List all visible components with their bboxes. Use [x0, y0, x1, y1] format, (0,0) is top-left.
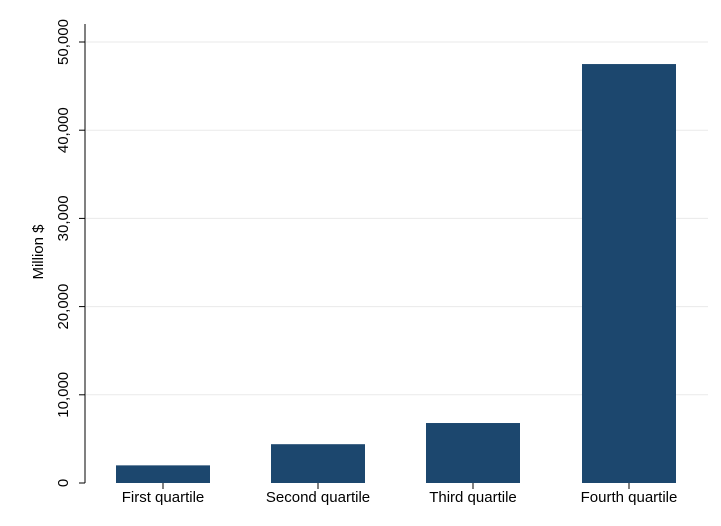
bar [426, 423, 520, 483]
y-axis-ticks: 0 10,000 20,000 30,000 40,000 50,000 [55, 19, 85, 487]
y-tick-label: 20,000 [55, 284, 72, 330]
x-tick-label: Second quartile [266, 489, 370, 506]
y-tick-label: 10,000 [55, 372, 72, 418]
bar [271, 444, 365, 483]
y-tick-label: 0 [55, 479, 72, 487]
y-tick-label: 40,000 [55, 107, 72, 153]
bars [116, 64, 676, 484]
x-axis-ticks: First quartile Second quartile Third quart… [122, 483, 678, 506]
y-tick-label: 50,000 [55, 19, 72, 65]
x-tick-label: Fourth quartile [581, 489, 678, 506]
y-tick-label: 30,000 [55, 195, 72, 241]
x-tick-label: Third quartile [429, 489, 517, 506]
x-tick-label: First quartile [122, 489, 205, 506]
y-axis-title: Million $ [30, 224, 47, 280]
bar [116, 465, 210, 483]
bar [582, 64, 676, 484]
